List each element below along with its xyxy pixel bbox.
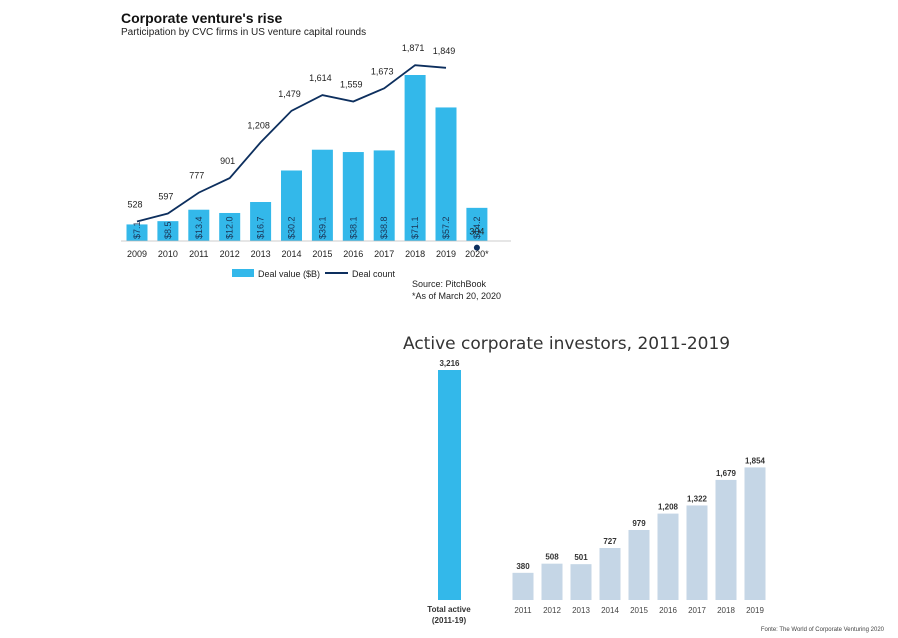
deal-value-bar [342, 152, 364, 241]
deal-count-label: 528 [127, 200, 142, 210]
chart1-source: Source: PitchBook [412, 279, 487, 289]
deal-value-label: $8.5 [163, 221, 173, 239]
active-investors-bar [570, 564, 592, 600]
deal-value-bar [219, 212, 241, 241]
chart2-title: Active corporate investors, 2011-2019 [403, 334, 730, 354]
active-investors-value: 1,854 [745, 456, 766, 465]
year-tick-label: 2012 [543, 606, 561, 615]
total-active-value: 3,216 [439, 359, 460, 368]
chart1-subtitle: Participation by CVC firms in US venture… [121, 27, 366, 38]
x-tick-label: 2012 [220, 249, 240, 259]
deal-value-bar [466, 207, 488, 241]
active-investors-value: 1,679 [716, 469, 737, 478]
active-investors-value: 727 [603, 537, 617, 546]
deal-value-bar [311, 149, 333, 241]
deal-value-label: $71.1 [410, 216, 420, 239]
active-investors-bar [657, 513, 679, 600]
deal-count-point [473, 244, 480, 251]
legend-label-deal-value: Deal value ($B) [258, 269, 320, 279]
deal-value-label: $38.8 [379, 216, 389, 239]
deal-value-label: $57.2 [441, 216, 451, 239]
year-tick-label: 2017 [688, 606, 706, 615]
year-tick-label: 2015 [630, 606, 648, 615]
year-tick-label: 2011 [514, 606, 532, 615]
chart2-bars: 3,216 380 2011 508 2012 501 2013 727 2014 979 2015… [438, 359, 766, 615]
deal-value-label: $39.1 [317, 216, 327, 239]
deal-value-label: $38.1 [348, 216, 358, 239]
active-investors-bar [715, 479, 737, 600]
deal-count-label: 1,871 [402, 43, 425, 53]
chart1-footnote: *As of March 20, 2020 [412, 291, 501, 301]
total-active-bar [438, 370, 461, 600]
deal-count-line [136, 64, 447, 223]
deal-value-bar [373, 150, 395, 241]
chart2-total-label-line1: Total active [427, 605, 471, 614]
deal-value-bar [435, 107, 457, 241]
chart2-source: Fonte: The World of Corporate Venturing … [761, 627, 885, 633]
x-tick-label: 2010 [158, 249, 178, 259]
deal-value-label: $7.1 [132, 221, 142, 239]
x-tick-label: 2009 [127, 249, 147, 259]
x-tick-label: 2020* [465, 249, 489, 259]
year-tick-label: 2013 [572, 606, 590, 615]
deal-value-bar [126, 224, 148, 241]
deal-value-label: $13.4 [194, 216, 204, 239]
active-investors-bar [628, 529, 650, 600]
x-tick-label: 2014 [281, 249, 301, 259]
deal-value-label: $14.2 [472, 216, 482, 239]
active-investors-value: 380 [516, 562, 530, 571]
deal-count-label: 1,849 [433, 46, 456, 56]
chart1-line: 528 597 777 901 1,208 1,479 1,614 1,559 1,673 1,8… [127, 43, 484, 251]
year-tick-label: 2014 [601, 606, 619, 615]
deal-value-bar [157, 221, 179, 241]
x-tick-label: 2019 [436, 249, 456, 259]
deal-value-label: $16.7 [256, 216, 266, 239]
x-tick-label: 2013 [251, 249, 271, 259]
year-tick-label: 2016 [659, 606, 677, 615]
x-tick-label: 2017 [374, 249, 394, 259]
chart1-x-ticks: 2009 2010 2011 2012 2013 2014 2015 2016 2017 2018… [127, 249, 489, 259]
deal-value-bar [404, 75, 426, 241]
active-investors-value: 1,322 [687, 494, 708, 503]
chart1-bars: $7.1 $8.5 $13.4 $12.0 $16.7 $30.2 $39.1 $38.1 $3… [126, 75, 488, 241]
active-investors-bar [541, 563, 563, 600]
active-investors-bar [744, 467, 766, 600]
deal-count-label: 304 [469, 227, 484, 237]
year-tick-label: 2019 [746, 606, 764, 615]
x-tick-label: 2018 [405, 249, 425, 259]
deal-count-label: 1,614 [309, 73, 332, 83]
active-investors-value: 501 [574, 553, 588, 562]
deal-count-label: 1,673 [371, 66, 394, 76]
legend-swatch-deal-value [232, 269, 254, 277]
x-tick-label: 2011 [189, 249, 208, 259]
active-investors-value: 979 [632, 519, 646, 528]
deal-value-bar [281, 170, 302, 241]
deal-value-bar [250, 202, 272, 241]
active-investors-bar [512, 572, 534, 600]
x-tick-label: 2015 [312, 249, 332, 259]
deal-count-label: 1,559 [340, 80, 363, 90]
deal-count-label: 777 [189, 171, 204, 181]
deal-value-label: $12.0 [225, 216, 235, 239]
active-investors-value: 508 [545, 553, 559, 562]
active-investors-value: 1,208 [658, 503, 679, 512]
deal-count-label: 597 [158, 192, 173, 202]
deal-value-bar [188, 209, 210, 241]
x-tick-label: 2016 [343, 249, 363, 259]
year-tick-label: 2018 [717, 606, 735, 615]
legend-label-deal-count: Deal count [352, 269, 396, 279]
chart2-total-label-line2: (2011-19) [432, 616, 467, 625]
deal-count-label: 1,479 [278, 89, 301, 99]
deal-value-label: $30.2 [287, 216, 297, 239]
chart1-title: Corporate venture's rise [121, 10, 282, 26]
active-investors-bar [686, 505, 708, 600]
deal-count-label: 1,208 [247, 120, 270, 130]
active-investors-bar [599, 548, 621, 600]
deal-count-label: 901 [220, 156, 235, 166]
